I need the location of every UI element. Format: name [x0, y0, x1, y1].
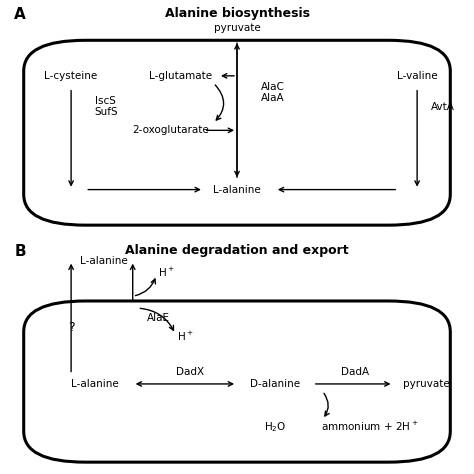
- Text: L-alanine: L-alanine: [213, 184, 261, 195]
- Text: D-alanine: D-alanine: [250, 379, 300, 389]
- Text: DadA: DadA: [341, 367, 370, 377]
- FancyBboxPatch shape: [24, 301, 450, 462]
- Text: DadX: DadX: [175, 367, 204, 377]
- Text: L-valine: L-valine: [397, 71, 438, 81]
- Text: pyruvate: pyruvate: [403, 379, 450, 389]
- Text: ammonium + 2H$^+$: ammonium + 2H$^+$: [321, 420, 419, 433]
- Text: H$^+$: H$^+$: [157, 266, 174, 279]
- Text: H$_2$O: H$_2$O: [264, 419, 286, 434]
- Text: AlaC
AlaA: AlaC AlaA: [261, 82, 284, 103]
- Text: L-alanine: L-alanine: [81, 255, 128, 266]
- Text: A: A: [14, 7, 26, 22]
- Text: H$^+$: H$^+$: [176, 330, 193, 343]
- Text: pyruvate: pyruvate: [214, 23, 260, 34]
- Text: 2-oxoglutarate: 2-oxoglutarate: [132, 125, 209, 136]
- Text: AvtA: AvtA: [431, 101, 455, 112]
- Text: L-alanine: L-alanine: [71, 379, 118, 389]
- Text: IscS
SufS: IscS SufS: [95, 96, 118, 118]
- FancyBboxPatch shape: [24, 40, 450, 225]
- Text: L-cysteine: L-cysteine: [45, 71, 98, 81]
- Text: ?: ?: [68, 320, 74, 334]
- Text: B: B: [14, 244, 26, 259]
- Text: Alanine biosynthesis: Alanine biosynthesis: [164, 7, 310, 20]
- Text: L-glutamate: L-glutamate: [148, 71, 212, 81]
- Text: Alanine degradation and export: Alanine degradation and export: [125, 244, 349, 257]
- Text: AlaE: AlaE: [147, 312, 170, 323]
